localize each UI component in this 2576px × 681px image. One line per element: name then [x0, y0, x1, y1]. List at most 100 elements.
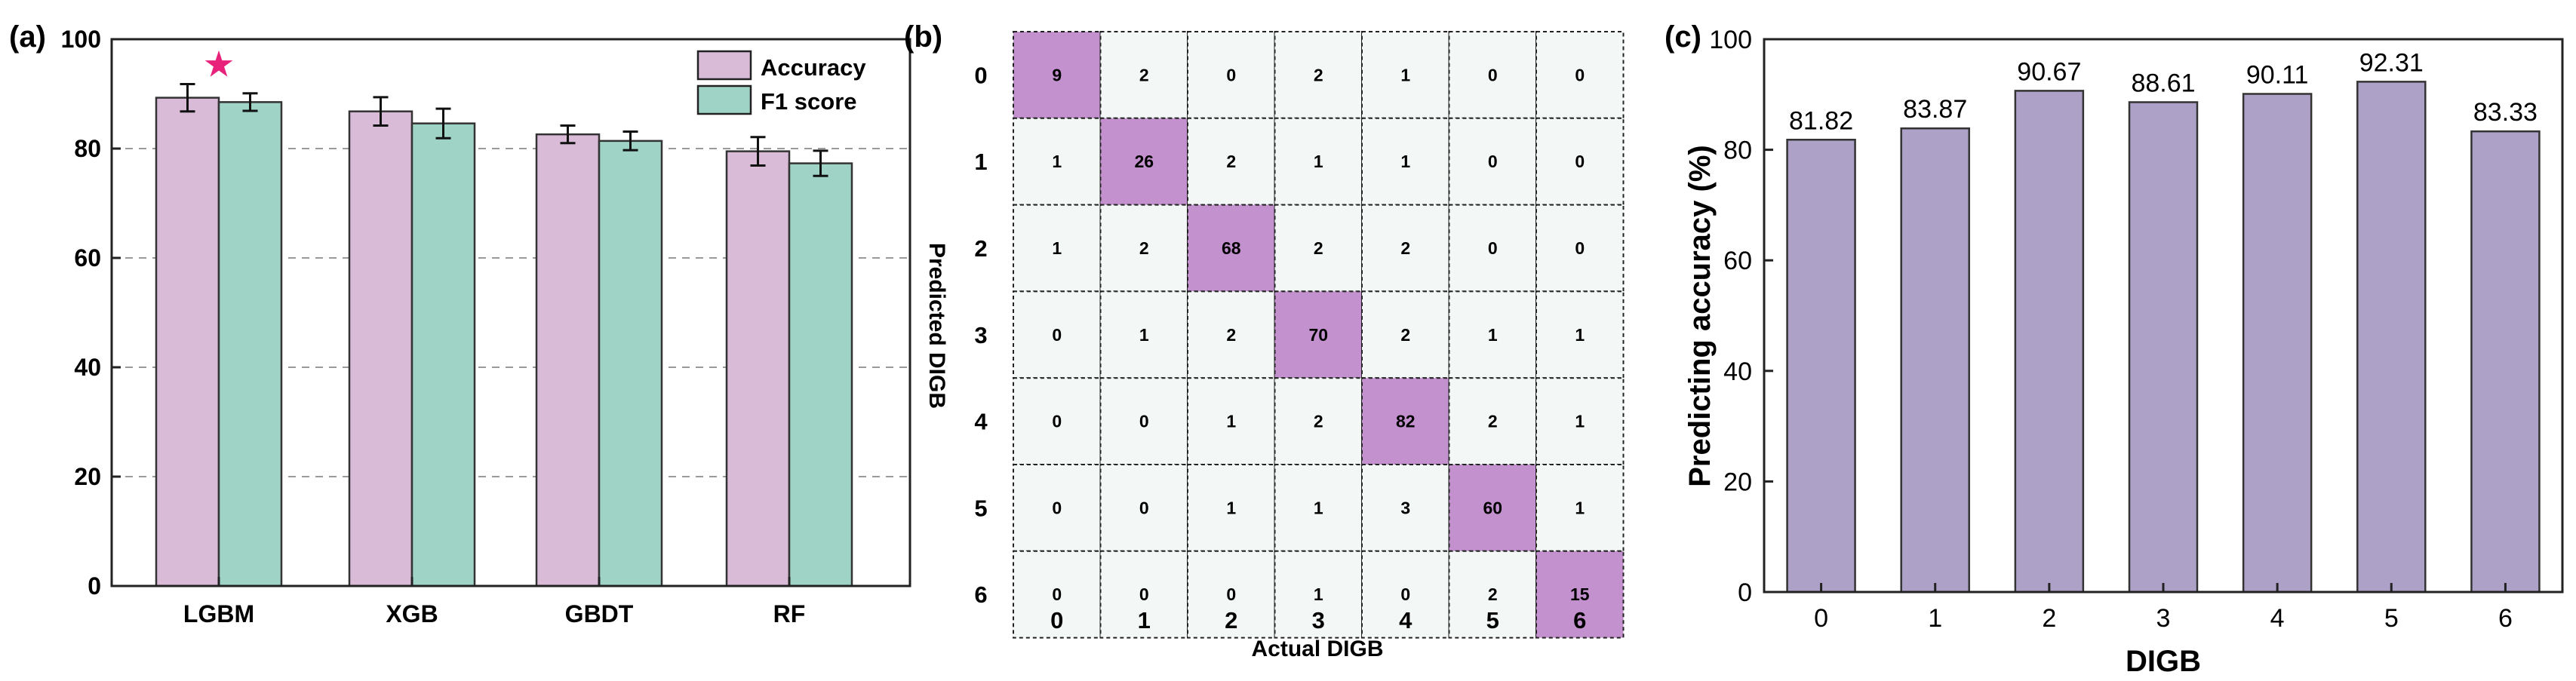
- c-bar-2: [2014, 90, 2085, 594]
- b-cell-value: 1: [1575, 412, 1585, 431]
- b-x-tick-label: 4: [1399, 607, 1412, 633]
- b-cell-value: 2: [1139, 65, 1149, 84]
- b-cell: [1013, 464, 1102, 552]
- b-cell: [1361, 550, 1450, 639]
- b-cell-value: 3: [1400, 498, 1410, 517]
- a-y-ticks: 0 20 40 60 80 100: [61, 26, 121, 600]
- b-cell-value: 0: [1488, 238, 1498, 258]
- c-bar-5: [2356, 81, 2427, 594]
- c-y-tick-label: 80: [1723, 137, 1752, 165]
- b-cell-value: 1: [1139, 325, 1149, 345]
- b-x-ticks: 0 1 2 3 4 5 6: [1050, 607, 1586, 633]
- c-bar-4: [2242, 93, 2313, 594]
- b-y-ticks: 0 1 2 3 4 5 6: [974, 62, 988, 608]
- b-cell-value: 0: [1226, 65, 1236, 84]
- b-cell-value: 1: [1314, 584, 1323, 604]
- c-bar-1: [1900, 127, 1970, 594]
- c-bar-6: [2470, 130, 2541, 594]
- b-cell-value: 1: [1575, 498, 1585, 517]
- legend-label-f1: F1 score: [761, 88, 857, 115]
- a-y-tick-label: 40: [74, 354, 101, 381]
- a-bar-accuracy-xgb: [348, 110, 413, 587]
- b-cell-value: 82: [1396, 412, 1416, 431]
- c-value-label: 88.61: [2131, 69, 2195, 97]
- c-value-label: 83.33: [2473, 98, 2538, 127]
- c-value-label: 83.87: [1903, 95, 1967, 124]
- c-bar-0: [1786, 139, 1856, 594]
- b-cell-value: 2: [1139, 238, 1149, 258]
- b-cell: [1187, 377, 1276, 466]
- b-x-tick-label: 0: [1050, 607, 1063, 633]
- c-y-tick-label: 0: [1738, 578, 1752, 607]
- b-cell-value: 2: [1314, 238, 1323, 258]
- b-x-tick-label: 1: [1138, 607, 1151, 633]
- a-y-tick-label: 60: [74, 244, 101, 271]
- c-value-label: 90.67: [2017, 57, 2081, 86]
- b-cell-value: 2: [1400, 238, 1410, 258]
- a-y-tick-label: 100: [61, 26, 101, 53]
- b-y-tick-label: 4: [974, 409, 988, 435]
- a-x-tick-label: LGBM: [183, 600, 254, 627]
- a-bars: [155, 97, 853, 587]
- a-bar-accuracy-lgbm: [155, 97, 220, 587]
- b-cell: [1535, 290, 1625, 379]
- b-cell-diagonal: [1535, 550, 1625, 639]
- b-cell-value: 1: [1314, 152, 1323, 171]
- c-bars: [1786, 81, 2541, 594]
- b-cell: [1187, 290, 1276, 379]
- b-confusion-cells: 9 2 0 2 1 0 01 26 2 1 1 0 01 2 68 2 2 0 00 1 2 70 2 1 10 0 1 2 82 2 10…: [1013, 31, 1625, 639]
- b-cell-value: 2: [1488, 412, 1498, 431]
- a-bar-accuracy-rf: [725, 150, 791, 587]
- b-cell: [1013, 117, 1102, 206]
- b-cell-value: 60: [1483, 498, 1502, 517]
- b-cell: [1274, 550, 1363, 639]
- b-cell-value: 0: [1052, 412, 1062, 431]
- b-cell-value: 26: [1134, 152, 1154, 171]
- c-value-label: 81.82: [1789, 106, 1853, 135]
- a-bar-f1-rf: [788, 162, 853, 587]
- b-cell-value: 0: [1575, 238, 1585, 258]
- a-y-tick-label: 20: [74, 463, 101, 490]
- b-cell: [1535, 204, 1625, 293]
- b-cell: [1187, 550, 1276, 639]
- a-bar-f1-xgb: [410, 122, 476, 587]
- b-cell-value: 1: [1575, 325, 1585, 345]
- c-x-tick-label: 0: [1814, 604, 1828, 633]
- b-cell-value: 9: [1052, 65, 1062, 84]
- b-cell-value: 68: [1222, 238, 1241, 258]
- b-cell-value: 2: [1314, 65, 1323, 84]
- b-x-tick-label: 6: [1573, 607, 1586, 633]
- c-y-ticks: 0 20 40 60 80 100: [1709, 26, 1773, 607]
- b-cell: [1013, 550, 1102, 639]
- b-y-tick-label: 0: [974, 62, 987, 88]
- b-cell: [1448, 550, 1537, 639]
- b-cell-value: 2: [1226, 152, 1236, 171]
- c-y-tick-label: 100: [1709, 26, 1752, 54]
- c-bar-3: [2128, 101, 2199, 594]
- c-x-tick-label: 2: [2042, 604, 2056, 633]
- b-cell: [1187, 31, 1276, 119]
- b-cell-value: 15: [1570, 584, 1590, 604]
- a-y-tick-label: 0: [88, 572, 101, 600]
- b-cell: [1361, 31, 1450, 119]
- b-cell-value: 1: [1052, 152, 1062, 171]
- c-x-tick-label: 1: [1928, 604, 1942, 633]
- b-y-tick-label: 5: [974, 495, 987, 521]
- b-cell: [1013, 204, 1102, 293]
- b-cell-value: 0: [1052, 498, 1062, 517]
- b-cell-value: 70: [1308, 325, 1328, 345]
- c-value-label: 92.31: [2359, 48, 2424, 77]
- b-cell-value: 1: [1226, 498, 1236, 517]
- panel-b-label: (b): [904, 20, 942, 54]
- b-cell-value: 2: [1226, 325, 1236, 345]
- c-y-tick-label: 20: [1723, 468, 1752, 496]
- b-cell: [1013, 377, 1102, 466]
- panel-a: (a) 0 20 40 60 80 100 LGBM XGB GBDT RF ★ Accurac…: [9, 20, 911, 627]
- b-cell-value: 0: [1488, 65, 1498, 84]
- panel-c-label: (c): [1665, 20, 1701, 54]
- c-x-axis-label: DIGB: [2126, 645, 2201, 678]
- c-x-tick-label: 5: [2384, 604, 2399, 633]
- legend-swatch-accuracy: [696, 50, 752, 81]
- b-cell-value: 0: [1139, 498, 1149, 517]
- c-value-labels: 81.82 83.87 90.67 88.61 90.11 92.31 83.33: [1789, 48, 2538, 135]
